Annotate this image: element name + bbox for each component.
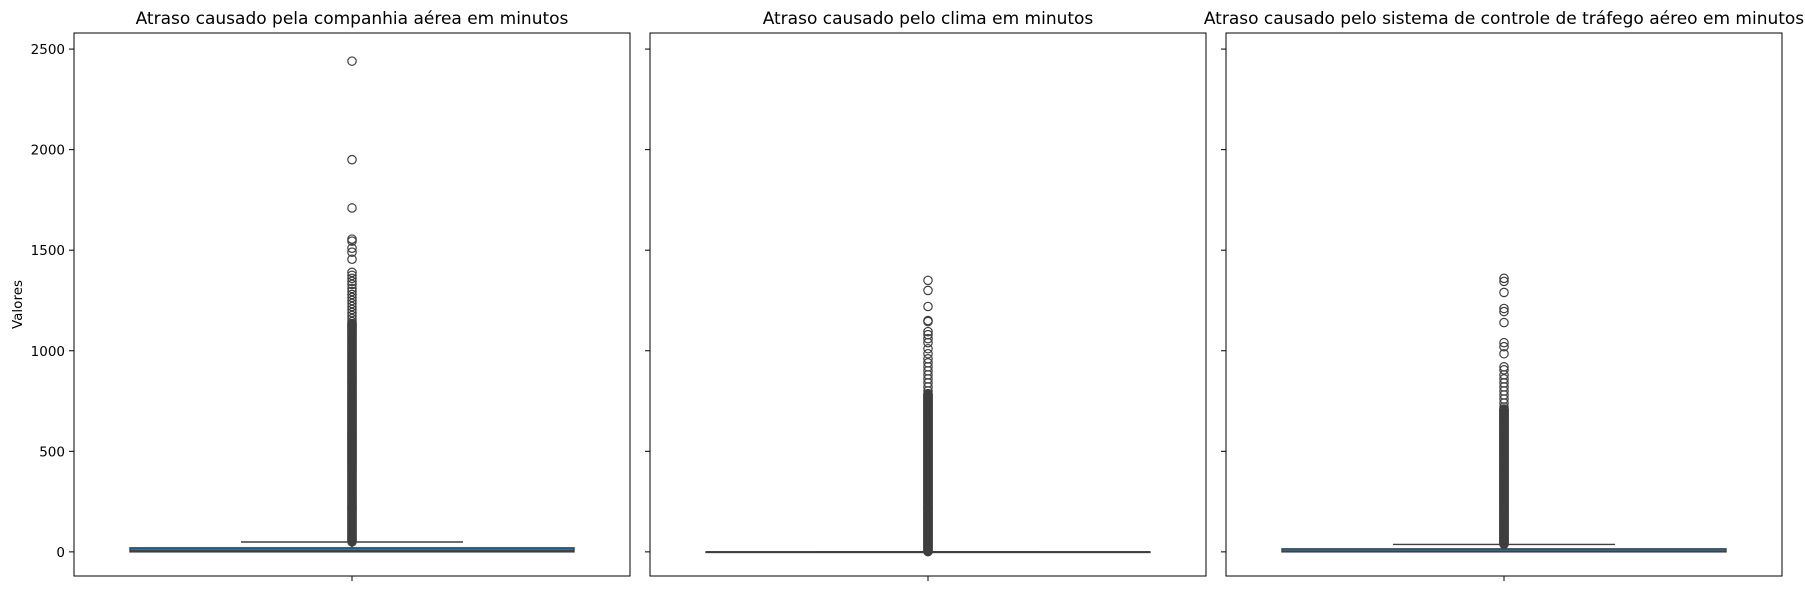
outlier-point: [347, 154, 357, 165]
box-iqr: [129, 547, 575, 553]
y-tick-label: 1500: [31, 243, 65, 259]
outlier-point: [923, 382, 933, 392]
outlier-point: [1499, 402, 1509, 412]
chart-title: Atraso causado pelo sistema de controle …: [1204, 9, 1804, 29]
outlier-point: [347, 279, 357, 290]
outlier-point: [923, 275, 933, 286]
outlier-point: [347, 234, 357, 244]
outlier-point: [923, 343, 933, 354]
outlier-point: [347, 243, 357, 253]
outlier-point: [347, 56, 357, 66]
y-tick-label: 500: [39, 444, 65, 460]
outlier-point: [923, 386, 933, 396]
outlier-point: [923, 301, 933, 312]
y-tick-label: 1000: [31, 344, 65, 360]
outlier-point: [347, 316, 357, 327]
outlier-point: [1499, 276, 1509, 287]
outlier-point: [347, 254, 357, 265]
outlier-point: [923, 388, 933, 399]
outlier-point: [1499, 365, 1509, 375]
outlier-point: [347, 283, 357, 294]
chart-title: Atraso causado pelo clima em minutos: [763, 9, 1094, 29]
outlier-point: [347, 301, 357, 312]
chart-panel-airline-delay: Atraso causado pela companhia aérea em m…: [10, 9, 631, 581]
outlier-point: [923, 337, 933, 348]
chart-panel-weather-delay: Atraso causado pelo clima em minutos: [645, 9, 1207, 581]
outlier-point: [1499, 287, 1509, 298]
y-tick-label: 2000: [31, 143, 65, 159]
y-tick-label: 2500: [31, 42, 65, 58]
outlier-point: [347, 203, 357, 213]
outlier-point: [347, 289, 357, 300]
chart-title: Atraso causado pela companhia aérea em m…: [136, 9, 569, 29]
outlier-point: [1499, 348, 1509, 359]
outlier-point: [347, 236, 357, 246]
outlier-point: [347, 247, 357, 258]
outlier-point: [1499, 398, 1509, 408]
outlier-point: [1499, 341, 1509, 352]
outlier-point: [347, 273, 357, 284]
outlier-point: [923, 316, 933, 327]
outlier-point: [1499, 317, 1509, 328]
outlier-point: [347, 270, 357, 281]
outlier-point: [923, 326, 933, 337]
chart-panel-atc-delay: Atraso causado pelo sistema de controle …: [1204, 9, 1804, 581]
outlier-point: [347, 295, 357, 306]
outlier-point: [1499, 306, 1509, 317]
y-tick-label: 0: [56, 545, 65, 561]
y-axis-label: Valores: [10, 280, 26, 329]
outlier-point: [923, 333, 933, 344]
outlier-point: [347, 298, 357, 309]
outlier-point: [347, 310, 357, 321]
outlier-point: [347, 307, 357, 318]
outlier-point: [923, 285, 933, 296]
outlier-point: [347, 286, 357, 297]
outlier-point: [347, 313, 357, 324]
outlier-point: [923, 348, 933, 359]
outlier-point: [347, 267, 357, 278]
outlier-point: [1499, 273, 1509, 284]
outlier-point: [347, 304, 357, 315]
outlier-point: [347, 292, 357, 303]
outlier-point: [347, 276, 357, 287]
outlier-point: [1499, 303, 1509, 314]
outlier-point: [1499, 337, 1509, 348]
